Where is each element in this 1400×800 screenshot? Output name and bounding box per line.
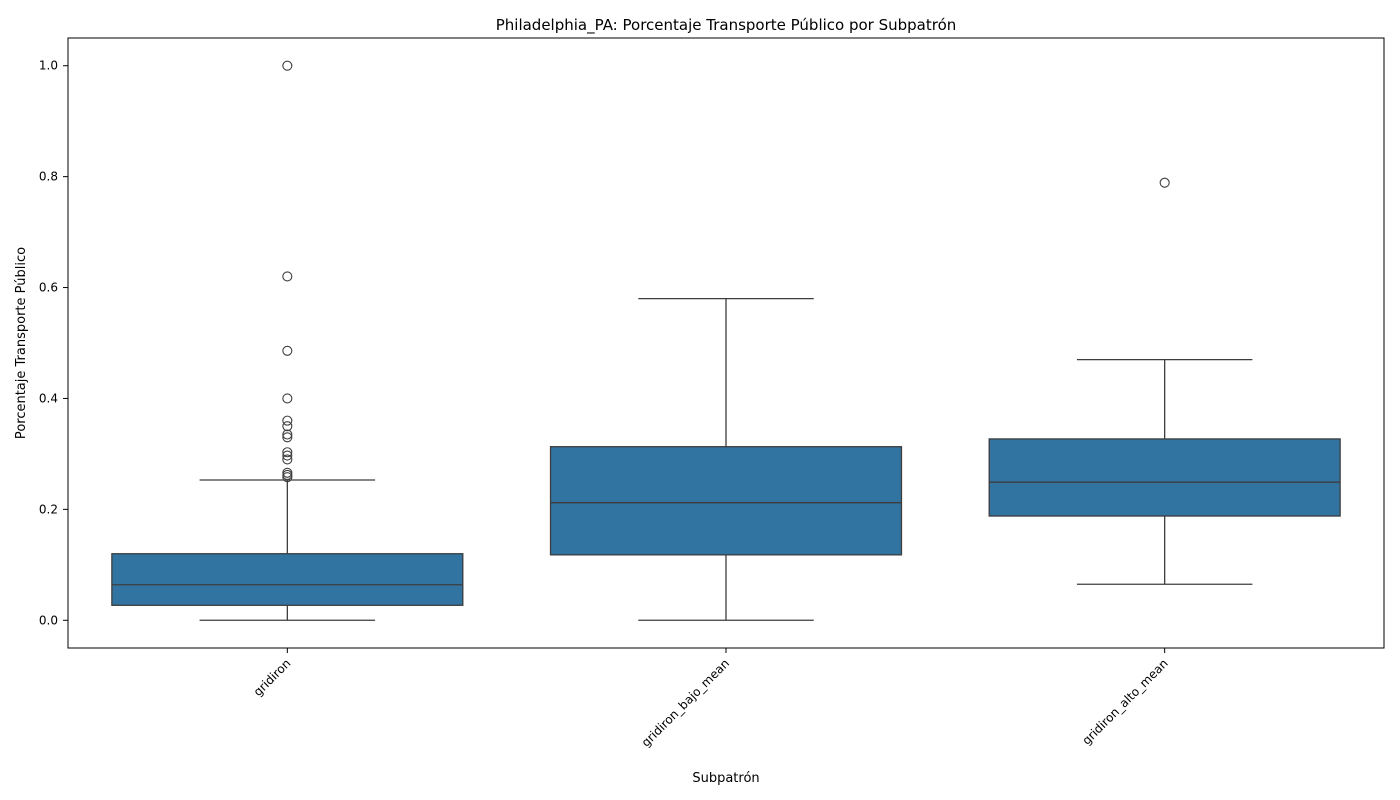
outlier-point bbox=[282, 454, 293, 465]
outlier-point bbox=[282, 415, 293, 426]
outlier-point bbox=[282, 467, 293, 478]
y-tick-label: 0.2 bbox=[39, 502, 58, 516]
box-iqr bbox=[988, 438, 1341, 517]
plot-area bbox=[111, 60, 1341, 621]
outlier-point bbox=[1159, 177, 1170, 188]
outlier-point bbox=[282, 393, 293, 404]
outlier-point bbox=[282, 432, 293, 443]
outlier-point bbox=[282, 345, 293, 356]
outlier-point bbox=[282, 447, 293, 458]
outlier-point bbox=[282, 60, 293, 71]
outlier-point bbox=[282, 421, 293, 432]
box-group-gridiron_alto_mean bbox=[988, 177, 1341, 585]
box-group-gridiron_bajo_mean bbox=[549, 297, 903, 621]
y-tick-label: 0.6 bbox=[39, 281, 58, 295]
y-axis-label: Porcentaje Transporte Público bbox=[14, 247, 29, 439]
y-tick-label: 0.8 bbox=[39, 170, 58, 184]
box-iqr bbox=[549, 446, 903, 556]
y-tick-label: 1.0 bbox=[39, 59, 58, 73]
x-axis-label: Subpatrón bbox=[692, 771, 759, 786]
y-tick-label: 0.4 bbox=[39, 391, 58, 405]
box-group-gridiron bbox=[111, 60, 464, 621]
box-iqr bbox=[111, 553, 464, 606]
y-tick-label: 0.0 bbox=[39, 613, 58, 627]
outlier-point bbox=[282, 429, 293, 440]
outlier-point bbox=[282, 450, 293, 461]
outlier-point bbox=[282, 271, 293, 282]
chart-title: Philadelphia_PA: Porcentaje Transporte P… bbox=[496, 16, 957, 35]
